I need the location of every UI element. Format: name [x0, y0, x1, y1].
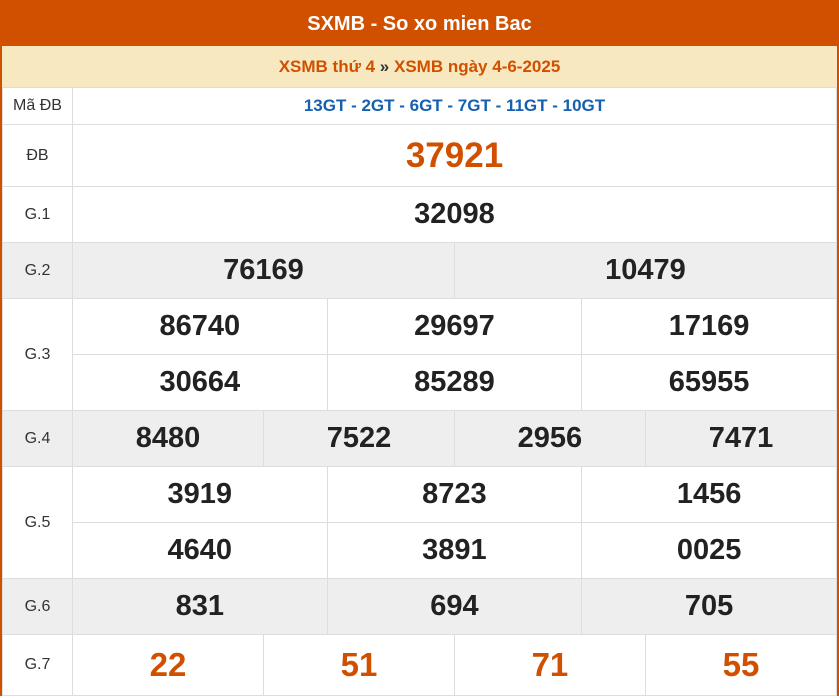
prize-number: 29697: [326, 298, 583, 355]
prize-number: 7471: [644, 410, 838, 467]
label: G.7: [2, 634, 73, 696]
prize-number: 8480: [72, 410, 264, 467]
prize-number: 30664: [72, 354, 328, 411]
row-g4: G.4 8480 7522 2956 7471: [2, 410, 838, 467]
link-xsmb-thu-4[interactable]: XSMB thứ 4: [278, 57, 376, 76]
prize-number: 10479: [453, 242, 838, 299]
prize-number: 65955: [581, 354, 837, 411]
prize-number: 85289: [326, 354, 583, 411]
row-g5b: 4640 3891 0025: [3, 522, 837, 579]
breadcrumb: XSMB thứ 4 » XSMB ngày 4-6-2025: [2, 46, 837, 87]
panel-title: SXMB - So xo mien Bac: [2, 2, 837, 46]
row-g6: G.6 831 694 705: [2, 578, 837, 635]
prize-number: 22: [72, 634, 264, 696]
prize-number: 71: [453, 634, 646, 696]
row-ma-db: Mã ĐB 13GT - 2GT - 6GT - 7GT - 11GT - 10…: [2, 87, 837, 125]
row-g2: G.2 76169 10479: [2, 242, 838, 299]
prize-number: 4640: [72, 522, 328, 579]
prize-number: 17169: [581, 298, 837, 355]
prize-number: 76169: [72, 242, 455, 299]
prize-number: 7522: [262, 410, 455, 467]
prize-number: 3891: [326, 522, 583, 579]
label: G.5: [2, 466, 73, 579]
prize-number: 3919: [72, 466, 328, 523]
link-xsmb-date[interactable]: XSMB ngày 4-6-2025: [394, 57, 561, 76]
prize-number: 51: [262, 634, 455, 696]
special-codes: 13GT - 2GT - 6GT - 7GT - 11GT - 10GT: [72, 87, 837, 125]
prize-number: 705: [581, 578, 837, 635]
label: G.1: [2, 186, 73, 243]
label: G.2: [2, 242, 73, 299]
row-g1: G.1 32098: [2, 186, 837, 243]
row-g7: G.7 22 51 71 55: [2, 634, 838, 696]
special-prize: 37921: [72, 124, 837, 187]
row-g3: G.3 86740 29697 17169: [2, 298, 837, 411]
row-g5: G.5 3919 8723 1456: [2, 466, 837, 579]
label: G.3: [2, 298, 73, 411]
prize-number: 2956: [453, 410, 646, 467]
row-db: ĐB 37921: [2, 124, 837, 187]
label: G.4: [2, 410, 73, 467]
prize-number: 8723: [326, 466, 583, 523]
prize-number: 0025: [581, 522, 837, 579]
prize-number: 694: [326, 578, 583, 635]
label: G.6: [2, 578, 73, 635]
prize-number: 55: [644, 634, 838, 696]
prize-number: 32098: [72, 186, 837, 243]
prize-number: 831: [72, 578, 328, 635]
label: Mã ĐB: [2, 87, 73, 125]
row-g3b: 30664 85289 65955: [3, 354, 837, 411]
results-table: Mã ĐB 13GT - 2GT - 6GT - 7GT - 11GT - 10…: [2, 87, 838, 696]
prize-number: 1456: [581, 466, 837, 523]
breadcrumb-separator: »: [379, 57, 390, 76]
prize-number: 86740: [72, 298, 328, 355]
label: ĐB: [2, 124, 73, 187]
